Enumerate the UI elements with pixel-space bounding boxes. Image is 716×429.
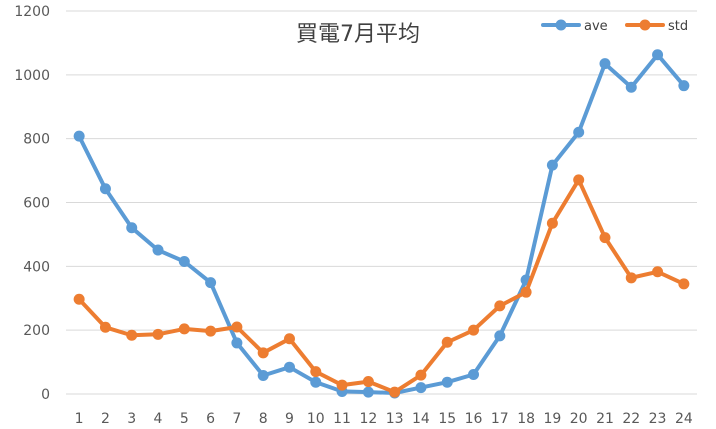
x-tick-label: 11 [333,411,351,427]
data-point-std [99,321,111,333]
x-tick-label: 5 [180,411,189,427]
data-point-ave [678,80,690,92]
x-tick-label: 20 [570,411,588,427]
x-tick-label: 19 [543,411,561,427]
data-point-std [389,386,401,398]
data-point-std [283,333,295,345]
y-tick-label: 800 [23,132,50,148]
data-point-std [468,324,480,336]
data-point-std [257,347,269,359]
data-point-std [126,329,138,341]
x-tick-label: 6 [206,411,215,427]
legend-swatch-marker [555,19,567,31]
data-point-std [73,293,85,305]
data-point-std [678,278,690,290]
data-point-std [441,336,453,348]
data-point-std [652,266,664,278]
data-point-ave [415,382,427,394]
data-point-ave [362,386,374,398]
x-tick-label: 15 [438,411,456,427]
data-point-std [415,369,427,381]
data-point-std [231,321,243,333]
series-lines [73,49,690,399]
data-point-ave [546,159,558,171]
legend-label: ave [584,19,608,34]
y-tick-label: 1200 [14,4,50,20]
legend-item-std: std [625,19,688,34]
legend-swatch-marker [639,19,651,31]
x-tick-label: 1 [75,411,84,427]
x-tick-label: 3 [127,411,136,427]
data-point-std [546,217,558,229]
x-tick-label: 18 [517,411,535,427]
x-tick-label: 9 [285,411,294,427]
data-point-std [573,174,585,186]
data-point-ave [573,126,585,138]
x-tick-label: 7 [232,411,241,427]
data-point-ave [152,244,164,256]
x-tick-label: 23 [649,411,667,427]
legend-label: std [668,19,688,34]
data-point-ave [126,222,138,234]
data-point-std [625,272,637,284]
x-tick-label: 24 [675,411,693,427]
data-point-std [178,323,190,335]
data-point-ave [468,369,480,381]
x-tick-label: 21 [596,411,614,427]
x-tick-label: 2 [101,411,110,427]
data-point-ave [441,376,453,388]
x-tick-label: 8 [259,411,268,427]
x-tick-label: 13 [386,411,404,427]
x-tick-label: 17 [491,411,509,427]
series-std [73,174,690,398]
y-tick-label: 400 [23,259,50,275]
y-tick-label: 200 [23,323,50,339]
x-tick-label: 14 [412,411,430,427]
data-point-ave [99,183,111,195]
data-point-ave [652,49,664,61]
data-point-ave [310,376,322,388]
data-point-std [205,325,217,337]
legend: ave std [541,19,688,34]
y-axis-ticks: 0 200 400 600 800 1000 1200 [14,4,50,403]
y-tick-label: 0 [41,387,50,403]
legend-item-ave: ave [541,19,608,34]
data-point-ave [231,337,243,349]
data-point-ave [73,130,85,142]
x-tick-label: 10 [307,411,325,427]
data-point-ave [257,369,269,381]
data-point-std [599,232,611,244]
y-tick-label: 600 [23,196,50,212]
data-point-std [152,328,164,340]
data-point-ave [599,58,611,70]
data-point-ave [205,277,217,289]
x-tick-label: 16 [465,411,483,427]
data-point-std [362,376,374,388]
x-axis-ticks: 1 2 3 4 5 6 7 8 9 10 11 12 13 14 15 16 17 18 19 20 21 22 23 24 [75,411,693,427]
data-point-ave [494,330,506,342]
data-point-ave [625,81,637,93]
data-point-ave [178,256,190,268]
data-point-std [336,379,348,391]
data-point-std [310,366,322,378]
data-point-std [494,300,506,312]
chart-title: 買電7月平均 [296,22,420,47]
data-point-ave [283,361,295,373]
y-tick-label: 1000 [14,68,50,84]
data-point-std [520,286,532,298]
x-tick-label: 12 [359,411,377,427]
x-tick-label: 4 [154,411,163,427]
x-tick-label: 22 [622,411,640,427]
